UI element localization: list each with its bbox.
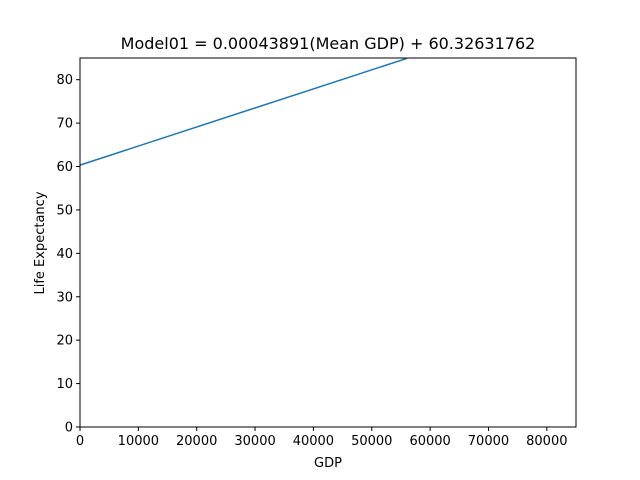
x-tick-label: 50000 [351, 434, 392, 449]
y-tick-label: 40 [56, 247, 73, 262]
y-tick-label: 30 [56, 290, 73, 305]
x-axis-label: GDP [314, 456, 342, 471]
y-tick-label: 10 [56, 377, 73, 392]
plot-frame [79, 57, 577, 428]
y-tick-label: 20 [56, 334, 73, 349]
x-tick-label: 30000 [234, 434, 275, 449]
x-tick-label: 40000 [293, 434, 334, 449]
x-tick-label: 60000 [409, 434, 450, 449]
y-tick-label: 60 [56, 160, 73, 175]
x-tick-label: 10000 [118, 434, 159, 449]
x-axis-ticks: 0 10000 20000 30000 40000 50000 60000 70000 8000… [76, 427, 568, 449]
y-axis-label: Life Expectancy [33, 191, 48, 294]
chart-title: Model01 = 0.00043891(Mean GDP) + 60.3263… [121, 34, 536, 53]
y-axis-ticks: 0 10 20 30 40 50 60 70 80 [56, 73, 80, 436]
y-tick-label: 50 [56, 203, 73, 218]
x-tick-label: 0 [76, 434, 84, 449]
regression-line [80, 58, 408, 166]
y-tick-label: 70 [56, 117, 73, 132]
x-tick-label: 70000 [468, 434, 509, 449]
y-tick-label: 0 [65, 421, 73, 436]
y-tick-label: 80 [56, 73, 73, 88]
x-tick-label: 20000 [176, 434, 217, 449]
series-layer [80, 58, 408, 166]
x-tick-label: 80000 [526, 434, 567, 449]
